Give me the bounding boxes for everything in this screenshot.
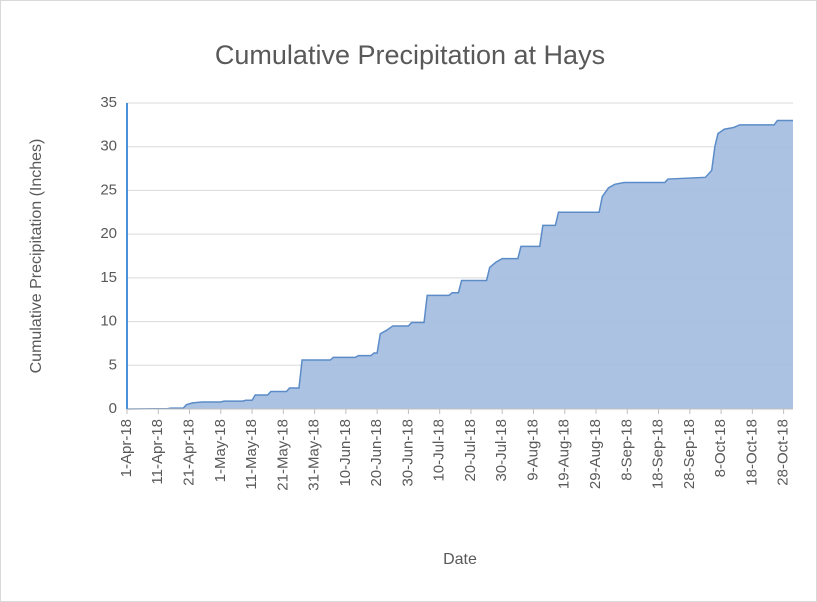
x-tick-label: 21-May-18 [274,419,291,491]
y-tick-label: 35 [100,94,117,111]
x-tick-label: 18-Sep-18 [650,419,667,489]
x-tick-label: 28-Sep-18 [681,419,698,489]
x-axis-title: Date [443,551,477,568]
x-tick-label: 31-May-18 [306,419,323,491]
chart-title: Cumulative Precipitation at Hays [215,40,605,70]
x-tick-label: 30-Jul-18 [493,419,510,482]
y-tick-label: 0 [109,400,117,417]
x-tick-label: 11-May-18 [243,419,260,490]
y-axis-title: Cumulative Precipitation (Inches) [28,139,45,374]
x-tick-label: 19-Aug-18 [556,419,573,489]
x-tick-label: 20-Jul-18 [462,419,479,482]
x-tick-label: 1-Apr-18 [118,419,135,477]
area [127,120,793,409]
y-tick-label: 20 [100,225,117,242]
x-tick-label: 9-Aug-18 [524,419,541,481]
y-tick-label: 30 [100,138,117,155]
x-tick-label: 29-Aug-18 [587,419,604,489]
x-tick-label: 11-Apr-18 [149,419,166,485]
x-tick-label: 8-Oct-18 [712,419,729,477]
y-tick-label: 25 [100,181,117,198]
y-tick-label: 10 [100,313,117,330]
y-tick-label: 15 [100,269,117,286]
x-tick-label: 28-Oct-18 [775,419,792,486]
y-tick-label: 5 [109,356,117,373]
x-tick-label: 1-May-18 [212,419,229,482]
x-tick-label: 10-Jul-18 [431,419,448,482]
line [126,119,793,410]
x-tick-label: 10-Jun-18 [337,419,354,487]
x-tick-label: 20-Jun-18 [368,419,385,487]
x-tick-label: 21-Apr-18 [181,419,198,486]
x-tick-label: 18-Oct-18 [743,419,760,486]
x-tick-label: 8-Sep-18 [618,419,635,481]
x-tick-label: 30-Jun-18 [399,419,416,487]
